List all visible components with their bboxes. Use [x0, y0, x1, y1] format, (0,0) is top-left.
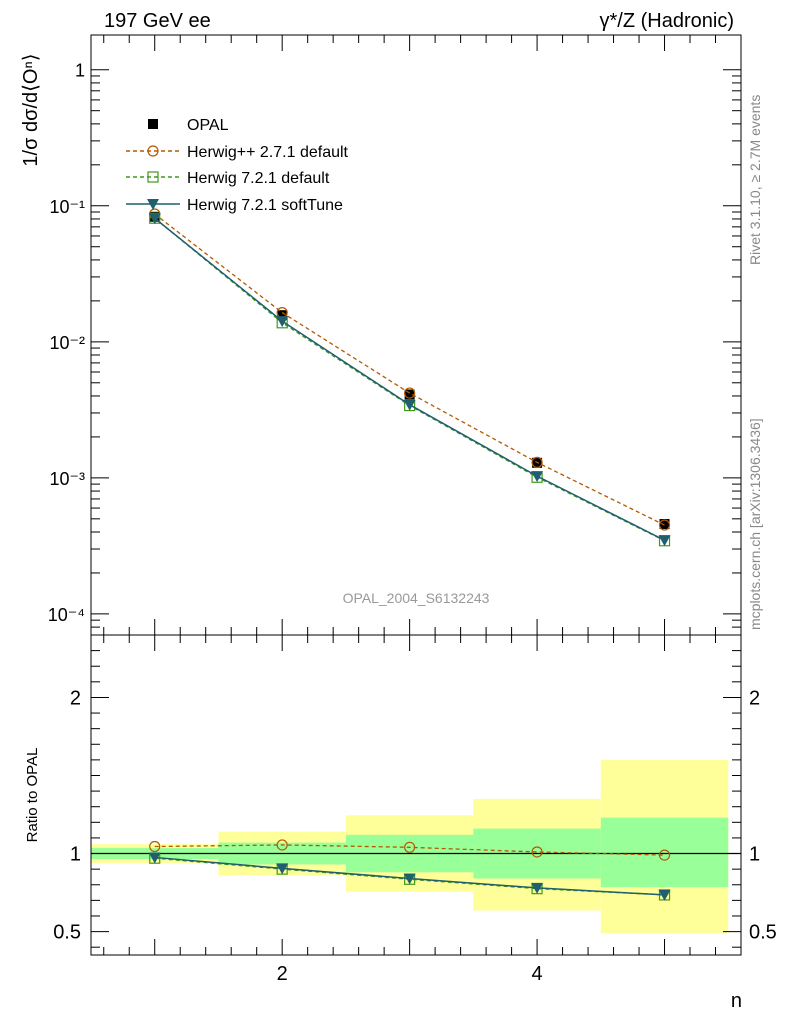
legend-marker: [148, 119, 158, 129]
ratio-y-tick-label: 0.5: [53, 922, 81, 944]
data-point: [276, 316, 289, 328]
process-label: γ*/Z (Hadronic): [600, 10, 734, 32]
legend-marker: [147, 171, 159, 183]
data-point: [659, 519, 670, 530]
data-point: [404, 387, 416, 399]
legend: OPAL Herwig++ 2.7.1 default Herwig 7.2.1 d…: [126, 117, 349, 214]
legend-label: Herwig 7.2.1 default: [187, 170, 330, 187]
legend-item: Herwig 7.2.1 softTune: [126, 197, 343, 214]
data-point: [403, 399, 416, 411]
x-tick-label: 2: [277, 963, 288, 985]
legend-label: Herwig++ 2.7.1 default: [187, 144, 349, 161]
ratio-data-point: [148, 852, 161, 864]
series-line: [154, 217, 665, 541]
series-line: [154, 217, 665, 542]
series-opal: [149, 211, 670, 530]
main-y-tick-label: 10⁻³: [49, 469, 85, 489]
main-panel: 1 10⁻¹ 10⁻² 10⁻³ 10⁻⁴: [48, 34, 742, 636]
ratio-data-point: [658, 849, 671, 861]
legend-item: OPAL: [148, 117, 229, 134]
ratio-y-tick-label: 1: [70, 844, 81, 866]
ratio-series-line: [154, 844, 665, 856]
ratio-panel: 0.5 0.5 1 1 2 2 2 4: [53, 634, 777, 985]
uncertainty-band-inner: [600, 817, 729, 888]
analysis-watermark: OPAL_2004_S6132243: [343, 590, 490, 606]
main-y-tick-label: 10⁻²: [49, 333, 85, 353]
main-y-tick-label: 10⁻⁴: [48, 605, 85, 625]
x-axis-title: n: [731, 990, 742, 1012]
ratio-data-point: [403, 873, 416, 885]
legend-item: Herwig 7.2.1 default: [126, 170, 330, 187]
legend-label: Herwig 7.2.1 softTune: [187, 197, 343, 214]
legend-label: OPAL: [187, 117, 229, 134]
data-point: [531, 456, 543, 468]
main-y-axis-title: 1/σ dσ/d⟨Oⁿ⟩: [20, 53, 42, 166]
data-point: [531, 471, 544, 483]
legend-marker: [147, 199, 159, 210]
ratio-data-point: [149, 840, 161, 853]
series-herwig-2-7-1-default: [149, 208, 671, 531]
main-y-tick-label: 1: [75, 61, 85, 81]
series-line: [154, 213, 665, 526]
data-point: [404, 389, 415, 400]
series-herwig-7-2-1-softtune: [148, 213, 671, 547]
legend-marker: [147, 145, 159, 157]
ratio-y-tick-label-right: 1: [749, 844, 760, 866]
ratio-data-point: [658, 889, 671, 901]
data-point: [148, 213, 161, 225]
mcplots-note: mcplots.cern.ch [arXiv:1306.3436]: [747, 418, 763, 630]
rivet-note: Rivet 3.1.10, ≥ 2.7M events: [747, 95, 763, 265]
ratio-y-axis-title: Ratio to OPAL: [24, 748, 41, 843]
ratio-data-point: [276, 863, 289, 875]
ratio-y-tick-label: 2: [70, 687, 81, 709]
ratio-series-herwig-7-2-1-softtune: [148, 852, 671, 901]
ratio-y-tick-label-right: 0.5: [749, 922, 777, 944]
ratio-data-point: [531, 882, 544, 894]
ratio-y-tick-label-right: 2: [749, 687, 760, 709]
data-point: [277, 310, 288, 321]
ratio-series-herwig-2-7-1-default: [149, 839, 671, 861]
ratio-data-point: [404, 841, 416, 853]
ratio-plot-frame: [90, 634, 742, 956]
ratio-data-point: [276, 839, 288, 851]
legend-item: Herwig++ 2.7.1 default: [126, 144, 349, 161]
x-tick-label: 4: [532, 963, 543, 985]
data-point: [658, 519, 671, 531]
data-point: [658, 535, 671, 547]
series-herwig-7-2-1-default: [149, 212, 671, 547]
ratio-data-point: [531, 846, 543, 858]
energy-label: 197 GeV ee: [104, 10, 211, 32]
main-y-tick-label: 10⁻¹: [49, 197, 85, 217]
